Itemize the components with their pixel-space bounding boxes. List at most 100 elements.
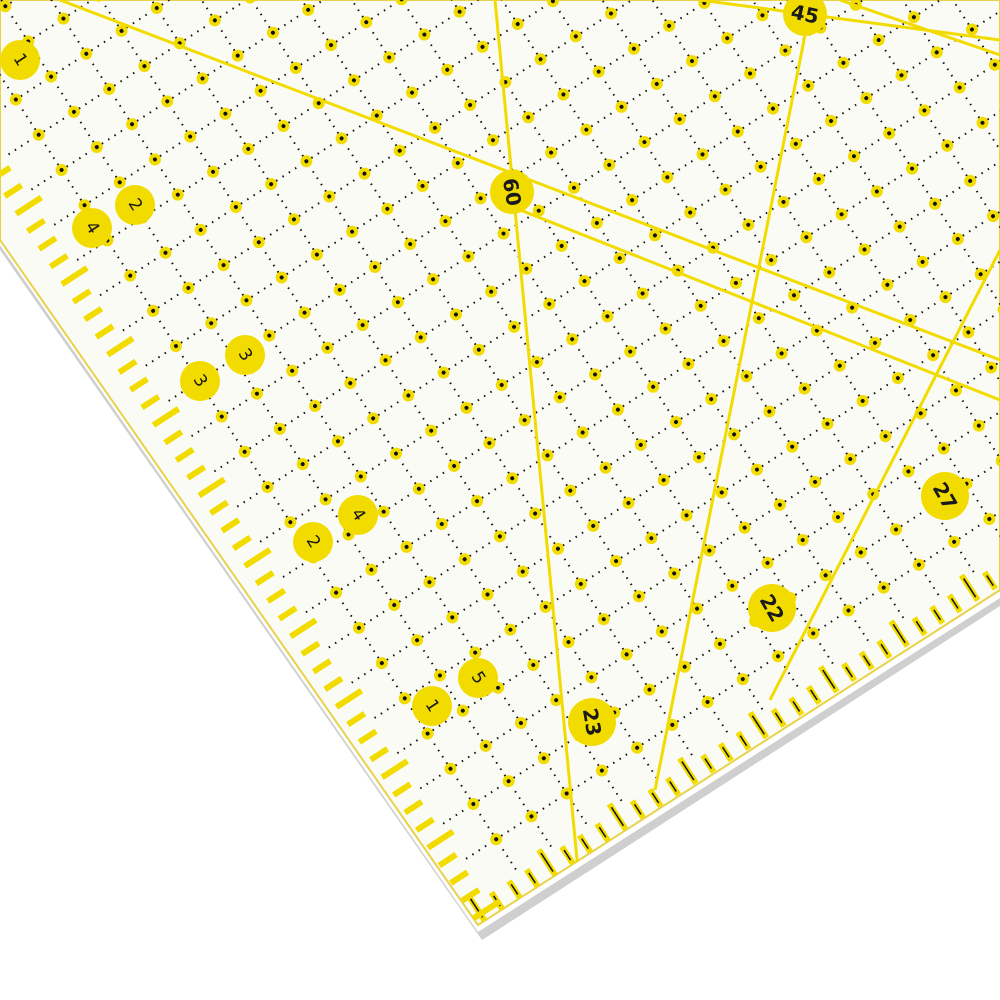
grid-dotted-line	[321, 234, 348, 253]
grid-dot-center	[267, 333, 272, 338]
grid-dot-center	[862, 247, 867, 252]
grid-dotted-line	[439, 107, 466, 126]
grid-dot-center	[591, 523, 596, 528]
edge-tick-line	[563, 849, 572, 861]
grid-dot-center	[740, 677, 745, 682]
grid-dotted-line	[883, 19, 910, 38]
edge-measure-markers: 23 22 27	[568, 472, 969, 746]
grid-dotted-line	[719, 75, 746, 94]
grid-dotted-line	[145, 222, 164, 249]
grid-dot-center	[173, 344, 178, 349]
grid-dotted-line	[265, 70, 292, 89]
grid-dotted-line	[603, 51, 630, 70]
grid-dot-center	[244, 298, 249, 303]
grid-dot-center	[955, 237, 960, 242]
grid-dotted-line	[65, 23, 84, 50]
grid-dotted-line	[344, 269, 371, 288]
grid-dotted-line	[345, 0, 364, 18]
edge-tick-line	[933, 609, 942, 621]
grid-dot-center	[582, 279, 587, 284]
grid-dotted-line	[433, 435, 452, 462]
grid-dotted-line	[546, 762, 565, 789]
grid-dot-center	[550, 0, 555, 4]
grid-dotted-line	[282, 433, 301, 460]
grid-dotted-line	[962, 218, 989, 237]
grid-dotted-line	[184, 22, 211, 41]
grid-dotted-line	[182, 47, 201, 74]
grid-dotted-line	[764, 19, 783, 47]
grid-dotted-line	[810, 90, 829, 117]
edge-tick-line	[598, 826, 607, 838]
grid-dotted-line	[629, 658, 648, 686]
edge-tick	[186, 464, 207, 481]
grid-dot-center	[410, 90, 415, 95]
grid-dotted-line	[365, 329, 384, 356]
grid-dotted-line	[273, 188, 292, 215]
grid-dot-center	[665, 175, 670, 180]
grid-dotted-line	[812, 65, 839, 84]
grid-dotted-line	[215, 176, 234, 203]
edge-tick-line	[681, 761, 695, 781]
grid-dotted-line	[682, 123, 701, 150]
grid-dot-center	[522, 418, 527, 423]
grid-dotted-line	[259, 398, 278, 425]
grid-dot-center	[654, 81, 659, 86]
grid-dotted-line	[632, 482, 660, 501]
grid-dotted-line	[192, 141, 211, 168]
grid-dotted-line	[819, 461, 846, 480]
grid-dotted-line	[626, 86, 653, 105]
grid-dotted-line	[748, 380, 767, 408]
grid-dotted-line	[505, 238, 524, 265]
grid-dot-center	[327, 194, 332, 199]
grid-dotted-line	[678, 552, 705, 572]
grid-dotted-line	[821, 183, 840, 210]
grid-dotted-line	[925, 392, 952, 411]
grid-dot-center	[872, 340, 877, 345]
grid-dotted-line	[886, 592, 905, 619]
grid-dotted-line	[562, 401, 581, 429]
edge-tick-line	[915, 620, 924, 632]
grid-dot-center	[992, 62, 997, 67]
grid-dotted-line	[412, 375, 440, 394]
grid-dotted-line	[479, 632, 506, 651]
grid-dot-center	[663, 326, 668, 331]
grid-dotted-line	[722, 648, 741, 675]
grid-dot-center	[864, 96, 869, 101]
grid-dotted-line	[467, 563, 486, 591]
grid-dotted-line	[474, 84, 501, 103]
grid-dot-center	[695, 606, 700, 611]
grid-dotted-line	[555, 132, 582, 151]
grid-dot-center	[466, 254, 471, 259]
grid-dot-center	[457, 9, 462, 14]
grid-dotted-line	[507, 86, 526, 113]
grid-dot-center	[221, 263, 226, 268]
grid-dotted-line	[711, 555, 730, 582]
edge-tick	[208, 499, 229, 516]
grid-dot-center	[991, 214, 996, 219]
edge-tick-line	[950, 598, 959, 609]
grid-dot-center	[969, 27, 974, 32]
edge-tick-line	[862, 655, 871, 667]
angle-line	[699, 0, 1000, 42]
edge-tick-line	[633, 803, 642, 815]
grid-dot-center	[696, 455, 701, 460]
grid-dotted-line	[775, 113, 794, 140]
grid-dotted-line	[368, 153, 396, 172]
grid-dotted-line	[630, 507, 649, 534]
grid-dotted-line	[583, 588, 602, 615]
edge-tick	[266, 587, 287, 604]
grid-dotted-line	[123, 35, 142, 62]
grid-dot-center	[142, 64, 147, 69]
grid-dotted-line	[877, 473, 904, 492]
grid-dot-center	[911, 15, 916, 20]
grid-dot-center	[533, 511, 538, 516]
grid-dot-center	[302, 310, 307, 315]
grid-dotted-line	[402, 155, 421, 182]
grid-dotted-line	[867, 380, 894, 399]
grid-dot-center	[594, 221, 599, 226]
grid-dotted-line	[421, 493, 440, 520]
grid-dotted-line	[548, 737, 575, 756]
grid-dotted-line	[798, 148, 817, 175]
grid-dotted-line	[53, 207, 80, 226]
grid-dotted-line	[736, 565, 764, 584]
